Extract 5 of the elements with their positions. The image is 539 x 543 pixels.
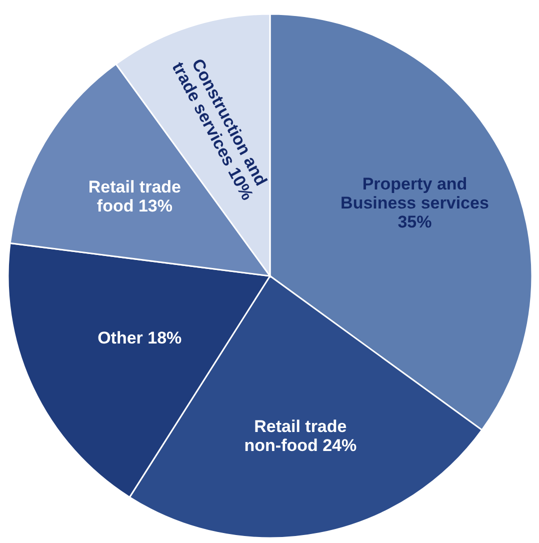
data-label: 35%: [398, 212, 432, 232]
slice-label: Property and Business services: [340, 174, 489, 212]
slice-label: Retail trade food 13%: [88, 177, 181, 216]
slice-label: Other 18%: [98, 328, 182, 348]
slice-label: Retail trade non-food 24%: [244, 417, 357, 456]
